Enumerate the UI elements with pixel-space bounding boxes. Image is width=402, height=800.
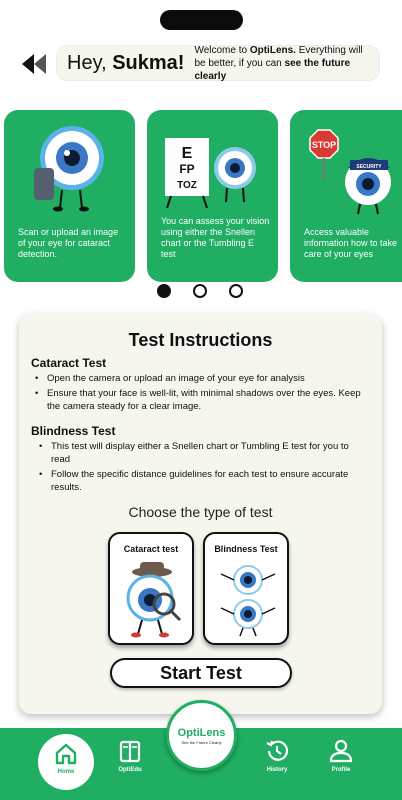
- chart-line-2: FP: [179, 162, 194, 176]
- blindness-option-label: Blindness Test: [214, 544, 278, 554]
- list-item: Open the camera or upload an image of yo…: [35, 372, 368, 385]
- welcome-pre: Welcome to: [194, 44, 250, 56]
- list-item: This test will display either a Snellen …: [39, 440, 368, 466]
- list-item: Ensure that your face is well-lit, with …: [35, 387, 368, 413]
- double-eye-icon: [220, 565, 276, 637]
- home-icon: [55, 743, 77, 765]
- greeting-text: Hey, Sukma!: [67, 52, 184, 75]
- carousel-card-text: You can assess your vision using either …: [161, 216, 270, 259]
- eye-camera-illustration: [34, 126, 104, 212]
- back-arrow-icon: [22, 54, 46, 74]
- chart-line-3: TOZ: [177, 180, 197, 191]
- user-name: Sukma!: [112, 51, 185, 74]
- welcome-brand: OptiLens.: [249, 44, 296, 56]
- stop-sign-text: STOP: [312, 140, 336, 150]
- carousel-card-scan[interactable]: Scan or upload an image of your eye for …: [4, 110, 135, 282]
- chart-line-1: E: [182, 145, 193, 162]
- choose-test-label: Choose the type of test: [128, 504, 273, 520]
- cataract-test-heading: Cataract Test: [31, 356, 107, 370]
- welcome-emphasis: see the future clearly: [194, 57, 351, 82]
- welcome-message: Welcome to OptiLens. Everything will be …: [194, 44, 369, 83]
- start-test-button[interactable]: Start Test: [110, 658, 292, 688]
- logo-tagline: See the Future Clearly: [181, 740, 222, 745]
- nav-history-label: History: [266, 767, 288, 773]
- profile-icon: [329, 739, 353, 763]
- pagination-dot-2[interactable]: [193, 284, 207, 298]
- optilens-logo-button[interactable]: OptiLens See the Future Clearly: [166, 700, 237, 771]
- book-icon: [119, 740, 141, 763]
- carousel-pagination: [157, 284, 243, 298]
- feature-carousel[interactable]: Scan or upload an image of your eye for …: [0, 110, 402, 282]
- history-icon: [266, 740, 289, 761]
- carousel-card-text: Scan or upload an image of your eye for …: [18, 227, 119, 259]
- cap-text: SECURITY: [356, 164, 382, 170]
- nav-optiedu-label: OptiEdu: [118, 767, 142, 773]
- logo-title: OptiLens: [177, 727, 226, 739]
- nav-profile[interactable]: Profile: [316, 738, 366, 773]
- back-button[interactable]: [20, 52, 50, 76]
- cataract-option-label: Cataract test: [123, 544, 179, 554]
- welcome-mid: Everything will be better, if you can: [194, 44, 363, 69]
- nav-optiedu[interactable]: OptiEdu: [105, 738, 155, 773]
- cataract-test-option[interactable]: Cataract test: [108, 532, 194, 645]
- nav-home[interactable]: Home: [38, 734, 94, 790]
- greeting-banner: Hey, Sukma! Welcome to OptiLens. Everyth…: [56, 44, 380, 83]
- blindness-test-heading: Blindness Test: [31, 424, 116, 438]
- security-eye-illustration: STOP SECURITY: [309, 129, 391, 215]
- carousel-card-education[interactable]: STOP SECURITY Access valuable informatio…: [290, 110, 402, 282]
- carousel-card-text: Access valuable information how to take …: [304, 227, 398, 259]
- pagination-dot-3[interactable]: [229, 284, 243, 298]
- cataract-instructions-list: Open the camera or upload an image of yo…: [35, 372, 368, 415]
- pagination-dot-1[interactable]: [157, 284, 171, 298]
- carousel-card-vision[interactable]: E FP TOZ You can assess your vision usin…: [147, 110, 278, 282]
- detective-eye-icon: [126, 562, 182, 638]
- instructions-title: Test Instructions: [128, 330, 273, 350]
- greeting-prefix: Hey,: [67, 51, 113, 74]
- blindness-test-option[interactable]: Blindness Test: [203, 532, 289, 645]
- list-item: Follow the specific distance guidelines …: [39, 468, 368, 494]
- nav-home-label: Home: [57, 769, 75, 775]
- nav-history[interactable]: History: [252, 738, 302, 773]
- phone-notch: [160, 10, 243, 30]
- snellen-chart-illustration: E FP TOZ: [165, 138, 256, 209]
- test-instructions-panel: Test Instructions Cataract Test Open the…: [19, 314, 382, 714]
- nav-profile-label: Profile: [331, 767, 351, 773]
- blindness-instructions-list: This test will display either a Snellen …: [39, 440, 368, 496]
